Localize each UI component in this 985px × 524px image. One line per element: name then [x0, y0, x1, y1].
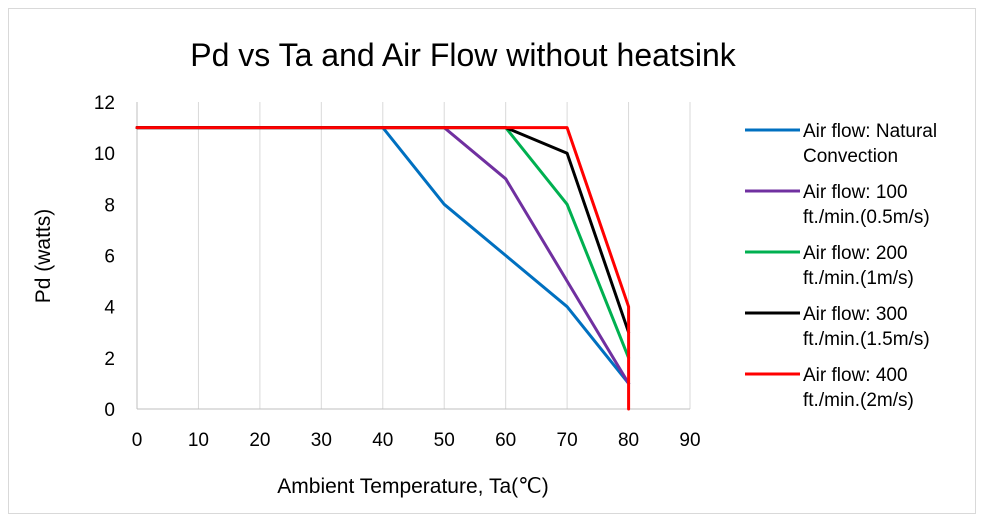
y-tick-label: 6: [104, 247, 115, 268]
x-tick-label: 80: [618, 430, 639, 451]
legend: Air flow: Natural Convection Air flow: 100…: [745, 121, 937, 411]
x-tick-label: 40: [372, 430, 393, 451]
series-line-5: [135, 126, 631, 411]
legend-entry-line: Convection: [803, 146, 898, 167]
legend-entry-1: Air flow: Natural Convection: [803, 121, 937, 167]
legend-entry-line: ft./min.(2m/s): [803, 390, 914, 411]
y-tick-label: 10: [94, 144, 115, 165]
legend-entry-line: Air flow: 400: [803, 365, 908, 386]
x-tick-label: 60: [495, 430, 516, 451]
tick-label-layer: 0 10 20 30 40 50 60 70 80 90 0 2 4 6 8 10 12: [94, 93, 701, 451]
legend-entry-4: Air flow: 300 ft./min.(1.5m/s): [803, 304, 930, 350]
legend-entry-2: Air flow: 100 ft./min.(0.5m/s): [803, 182, 930, 228]
y-tick-label: 0: [104, 400, 115, 421]
series-layer: [135, 126, 631, 411]
legend-entry-line: ft./min.(0.5m/s): [803, 207, 930, 228]
x-axis-label: Ambient Temperature, Ta(℃): [277, 475, 548, 498]
legend-entry-line: Air flow: 200: [803, 243, 908, 264]
x-tick-label: 70: [557, 430, 578, 451]
x-tick-label: 30: [311, 430, 332, 451]
y-tick-label: 8: [104, 195, 115, 216]
chart-title: Pd vs Ta and Air Flow without heatsink: [190, 37, 736, 73]
y-tick-label: 12: [94, 93, 115, 114]
chart-frame: [8, 8, 976, 514]
legend-entry-3: Air flow: 200 ft./min.(1m/s): [803, 243, 914, 289]
legend-entry-line: Air flow: 300: [803, 304, 908, 325]
y-tick-label: 4: [104, 298, 115, 319]
legend-entry-line: ft./min.(1.5m/s): [803, 329, 930, 350]
legend-entry-line: ft./min.(1m/s): [803, 268, 914, 289]
y-axis-label: Pd (watts): [32, 209, 55, 304]
legend-entry-5: Air flow: 400 ft./min.(2m/s): [803, 365, 914, 411]
y-tick-label: 2: [104, 349, 115, 370]
axis-layer: [136, 102, 690, 410]
x-tick-label: 50: [434, 430, 455, 451]
x-tick-label: 20: [249, 430, 270, 451]
legend-entry-line: Air flow: Natural: [803, 121, 937, 142]
x-tick-label: 10: [188, 430, 209, 451]
x-tick-label: 90: [679, 430, 700, 451]
legend-entry-line: Air flow: 100: [803, 182, 908, 203]
x-tick-label: 0: [132, 430, 143, 451]
